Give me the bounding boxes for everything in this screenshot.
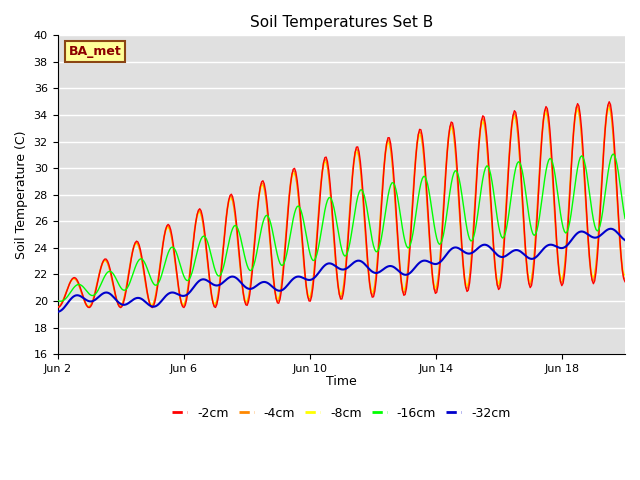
Y-axis label: Soil Temperature (C): Soil Temperature (C) (15, 131, 28, 259)
X-axis label: Time: Time (326, 375, 356, 388)
Title: Soil Temperatures Set B: Soil Temperatures Set B (250, 15, 433, 30)
Legend: -2cm, -4cm, -8cm, -16cm, -32cm: -2cm, -4cm, -8cm, -16cm, -32cm (167, 402, 515, 425)
Text: BA_met: BA_met (69, 45, 122, 58)
